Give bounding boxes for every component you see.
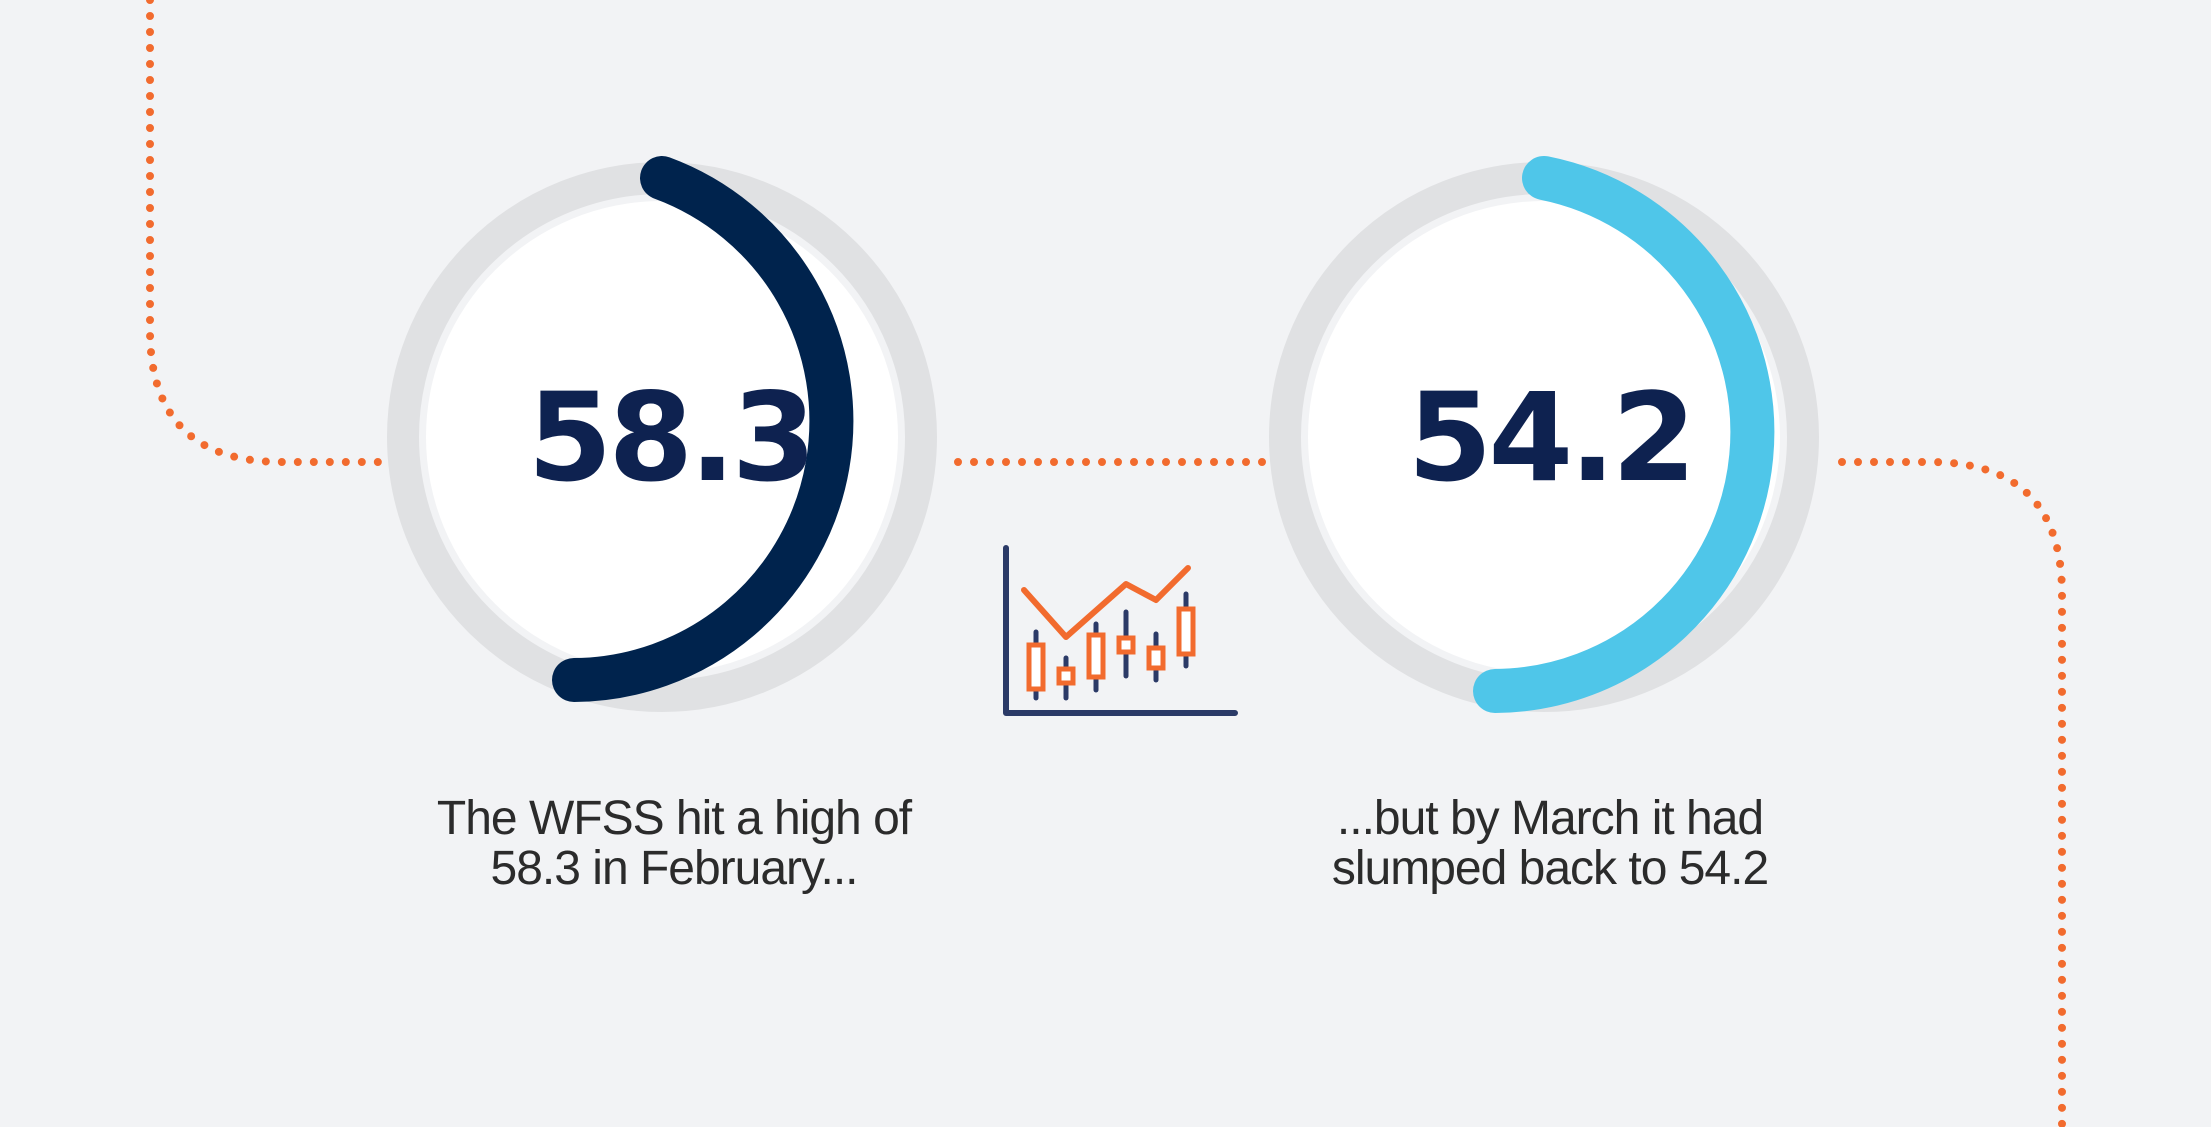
caption-february: The WFSS hit a high of 58.3 in February.… — [354, 794, 994, 894]
caption-line: The WFSS hit a high of — [436, 792, 912, 845]
caption-line: slumped back to 54.2 — [1331, 842, 1769, 895]
gauge-value-text: 58.3 — [527, 367, 812, 509]
gauge-march: 54.2 — [1269, 156, 1819, 713]
icon-candles — [1026, 606, 1196, 692]
gauge-value-arc — [552, 156, 854, 702]
icon-trend-line — [1021, 565, 1191, 640]
caption-march: ...but by March it had slumped back to 5… — [1230, 794, 1870, 894]
gauge-value-arc — [1473, 156, 1775, 713]
icon-axes — [1003, 545, 1238, 716]
gauge-value-text: 54.2 — [1407, 367, 1692, 509]
gauge-february: 58.3 — [387, 156, 937, 712]
gauge-face — [1308, 201, 1780, 673]
candlestick-chart-icon — [1003, 545, 1238, 716]
caption-line: ...but by March it had — [1336, 792, 1764, 845]
caption-line: 58.3 in February... — [490, 842, 859, 895]
dotted-connector — [146, 0, 2066, 1127]
